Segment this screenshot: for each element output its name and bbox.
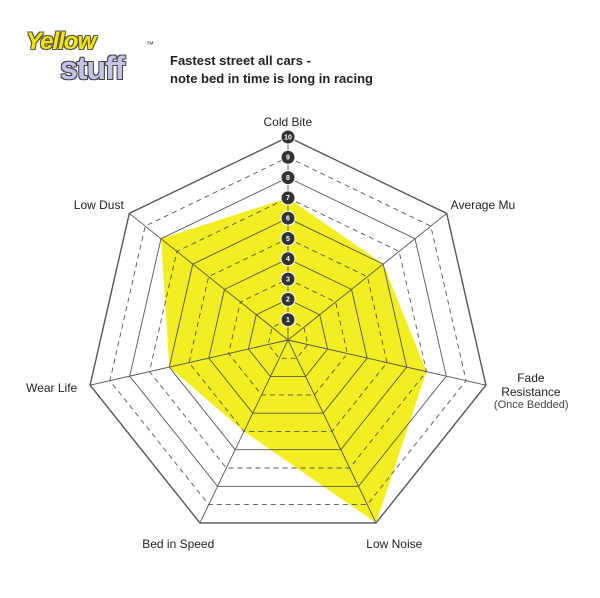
tick-badge <box>280 271 296 287</box>
tick-label: 4 <box>286 256 290 263</box>
grid-ring <box>129 177 447 487</box>
spoke <box>287 213 447 341</box>
grid-ring <box>267 319 309 359</box>
axis-label: Average Mu <box>450 197 516 212</box>
subtitle-line: note bed in time is long in racing <box>170 71 373 86</box>
grid-ring <box>89 136 487 524</box>
spoke <box>287 339 377 524</box>
axis-label: Wear Life <box>26 381 78 396</box>
grid-ring <box>109 156 467 506</box>
logo-line2: stuff <box>60 50 125 86</box>
axis-label: Low Dust <box>73 197 124 212</box>
tick-label: 8 <box>286 175 290 182</box>
axis-label: Bed in Speed <box>142 536 215 551</box>
tick-label: 1 <box>286 317 290 324</box>
subtitle: Fastest street all cars - note bed in ti… <box>170 52 373 88</box>
tick-badge <box>280 291 296 307</box>
grid-ring <box>228 278 348 396</box>
tick-badge <box>280 170 296 186</box>
axis-label: Fade Resistance <box>501 371 561 400</box>
logo-line1: Yellow <box>26 28 96 55</box>
grid-ring <box>168 217 408 451</box>
tick-label: 3 <box>286 276 290 283</box>
tick-badge <box>280 312 296 328</box>
tick-label: 6 <box>286 216 290 223</box>
grid-ring <box>188 238 388 432</box>
tick-badge <box>280 251 296 267</box>
tick-label: 9 <box>286 155 290 162</box>
tick-badge <box>280 149 296 165</box>
tick-label: 7 <box>286 195 290 202</box>
tick-badge <box>280 129 296 145</box>
axis-label: Cold Bite <box>263 115 313 129</box>
spoke <box>89 339 289 386</box>
spoke <box>199 339 289 524</box>
grid-ring <box>208 258 368 414</box>
annotation: (Once Bedded) <box>493 399 569 412</box>
radar-area <box>161 197 427 523</box>
subtitle-line: Fastest street all cars - <box>170 53 311 68</box>
axis-label: Low Noise <box>366 536 423 551</box>
tick-label: 10 <box>284 134 292 141</box>
tick-label: 5 <box>286 236 290 243</box>
trademark: ™ <box>146 40 154 49</box>
tick-label: 2 <box>286 297 290 304</box>
spoke <box>287 339 487 386</box>
tick-badge <box>280 231 296 246</box>
spoke <box>129 213 289 341</box>
tick-badge <box>280 190 296 206</box>
tick-badge <box>280 210 296 226</box>
grid-ring <box>247 298 329 378</box>
